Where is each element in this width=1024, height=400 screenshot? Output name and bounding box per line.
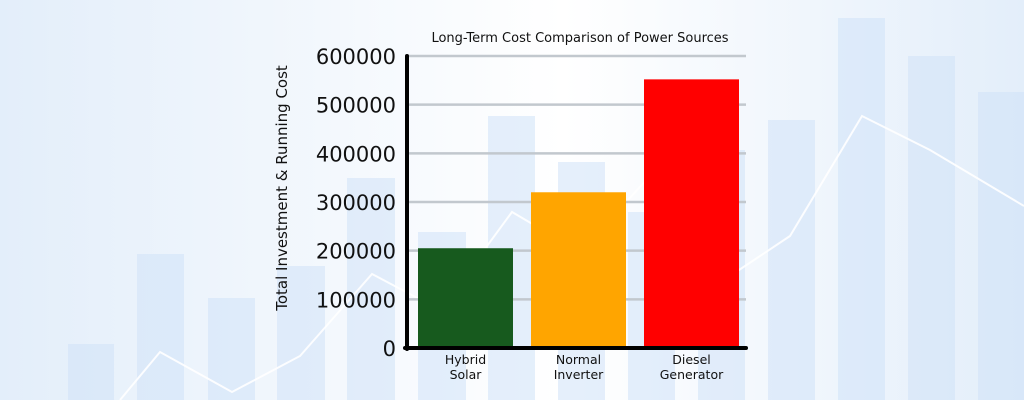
bar — [531, 192, 626, 348]
y-tick-label: 600000 — [316, 45, 396, 69]
x-tick-label-line: Hybrid — [445, 352, 486, 367]
y-tick-label: 0 — [383, 337, 396, 361]
x-tick-label: Diesel Generator — [660, 352, 724, 382]
y-axis-ticks: 0 100000 200000 300000 400000 500000 600000 — [316, 45, 396, 361]
decor-bar — [838, 18, 885, 400]
bar — [644, 79, 739, 349]
x-tick-label: Hybrid Solar — [445, 352, 486, 382]
x-tick-label-line: Diesel — [672, 352, 710, 367]
decor-bar — [347, 178, 395, 400]
y-axis-label: Total Investment & Running Cost — [273, 65, 291, 312]
decor-bar — [978, 92, 1024, 400]
decor-bar — [277, 266, 325, 400]
x-tick-label-line: Inverter — [554, 367, 604, 382]
chart-title: Long-Term Cost Comparison of Power Sourc… — [431, 31, 728, 46]
x-tick-label-line: Generator — [660, 367, 724, 382]
x-axis-ticks: Hybrid Solar Normal Inverter Diesel Generator — [445, 352, 724, 382]
bar — [418, 248, 513, 348]
y-tick-label: 200000 — [316, 240, 396, 264]
decor-bar — [137, 254, 184, 400]
x-tick-label-line: Solar — [450, 367, 483, 382]
decor-bar — [908, 56, 955, 400]
y-tick-label: 100000 — [316, 288, 396, 312]
decor-bar — [768, 120, 815, 400]
y-tick-label: 300000 — [316, 191, 396, 215]
y-tick-label: 400000 — [316, 142, 396, 166]
x-tick-label-line: Normal — [556, 352, 601, 367]
bars — [418, 79, 739, 349]
y-tick-label: 500000 — [316, 94, 396, 118]
x-tick-label: Normal Inverter — [554, 352, 604, 382]
decor-bar — [68, 344, 114, 400]
